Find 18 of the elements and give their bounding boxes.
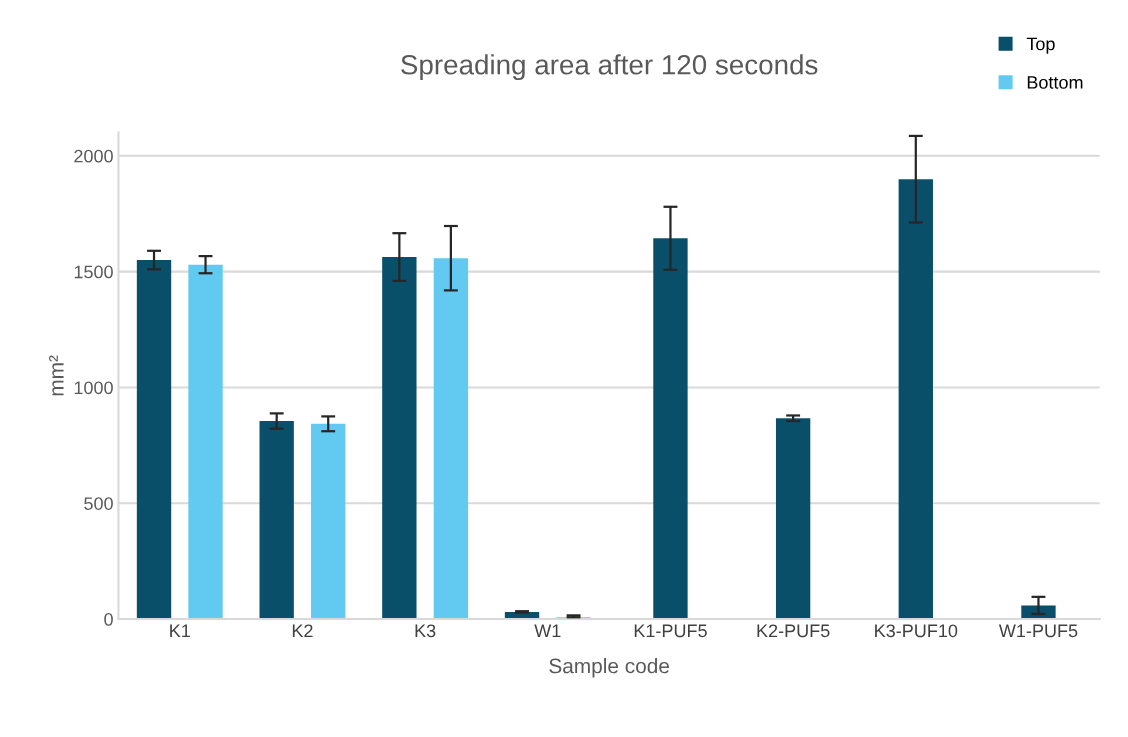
x-tick-label: K3 — [415, 624, 436, 638]
x-tick-label: W1-PUF5 — [998, 624, 1078, 638]
x-tick-label: W1 — [534, 624, 561, 638]
y-axis-title: mm² — [49, 355, 64, 396]
legend-label: Top — [1026, 37, 1055, 54]
x-tick-label: K1 — [170, 624, 190, 638]
x-tick-label: K2 — [292, 624, 313, 638]
y-tick-label: 2000 — [74, 149, 113, 163]
legend-label: Bottom — [1027, 76, 1083, 89]
x-axis-title: Sample code — [549, 657, 669, 678]
x-tick-label: K3-PUF10 — [875, 624, 958, 638]
chart-title: Spreading area after 120 seconds — [401, 54, 818, 81]
x-tick-label: K1-PUF5 — [634, 624, 707, 638]
y-tick-label: 1500 — [74, 265, 113, 279]
x-tick-label: K2-PUF5 — [757, 624, 830, 638]
y-tick-label: 1000 — [74, 381, 113, 395]
y-tick-label: 0 — [104, 613, 113, 626]
y-tick-label: 500 — [84, 497, 113, 510]
